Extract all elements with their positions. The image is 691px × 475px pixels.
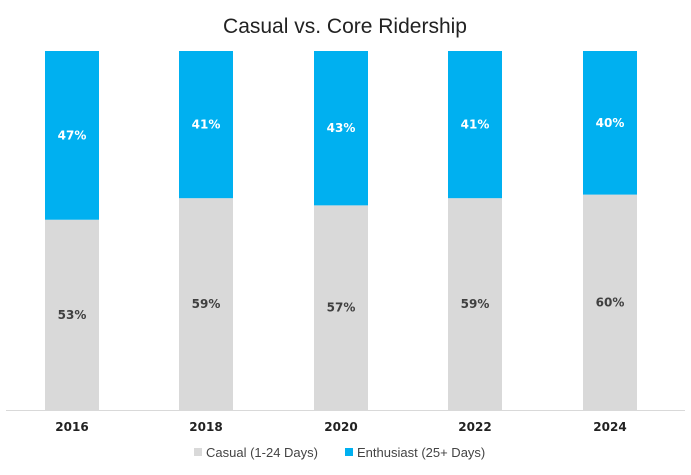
x-tick-label-2022: 2022 [458, 420, 491, 434]
bar-enthusiast-2016 [45, 51, 99, 220]
x-tick-label-2024: 2024 [593, 420, 626, 434]
legend: Casual (1-24 Days) Enthusiast (25+ Days) [194, 445, 485, 460]
bars-group: 53% 47% 59% 41% 57% 43% 59% 41% 60% 40% [45, 51, 637, 410]
data-label-enthusiast-2020: 43% [327, 121, 356, 135]
data-label-enthusiast-2022: 41% [461, 118, 490, 132]
bar-enthusiast-2022 [448, 51, 502, 199]
bar-casual-2020 [314, 205, 368, 410]
bar-enthusiast-2018 [179, 51, 233, 199]
legend-label-casual: Casual (1-24 Days) [206, 445, 318, 460]
data-label-casual-2018: 59% [192, 297, 221, 311]
bar-casual-2024 [583, 194, 637, 410]
bar-enthusiast-2020 [314, 51, 368, 206]
legend-swatch-enthusiast [345, 448, 353, 456]
bar-enthusiast-2024 [583, 51, 637, 195]
data-label-enthusiast-2024: 40% [596, 116, 625, 130]
legend-label-enthusiast: Enthusiast (25+ Days) [357, 445, 485, 460]
x-tick-label-2018: 2018 [189, 420, 222, 434]
x-tick-labels: 2016 2018 2020 2022 2024 [55, 420, 626, 434]
x-tick-label-2020: 2020 [324, 420, 357, 434]
data-label-enthusiast-2016: 47% [58, 128, 87, 142]
data-label-casual-2020: 57% [327, 301, 356, 315]
data-label-casual-2016: 53% [58, 308, 87, 322]
chart-title: Casual vs. Core Ridership [223, 15, 467, 38]
data-label-casual-2024: 60% [596, 295, 625, 309]
legend-swatch-casual [194, 448, 202, 456]
bar-casual-2016 [45, 219, 99, 410]
bar-casual-2022 [448, 198, 502, 410]
x-tick-label-2016: 2016 [55, 420, 88, 434]
bar-casual-2018 [179, 198, 233, 410]
data-label-casual-2022: 59% [461, 297, 490, 311]
data-label-enthusiast-2018: 41% [192, 118, 221, 132]
